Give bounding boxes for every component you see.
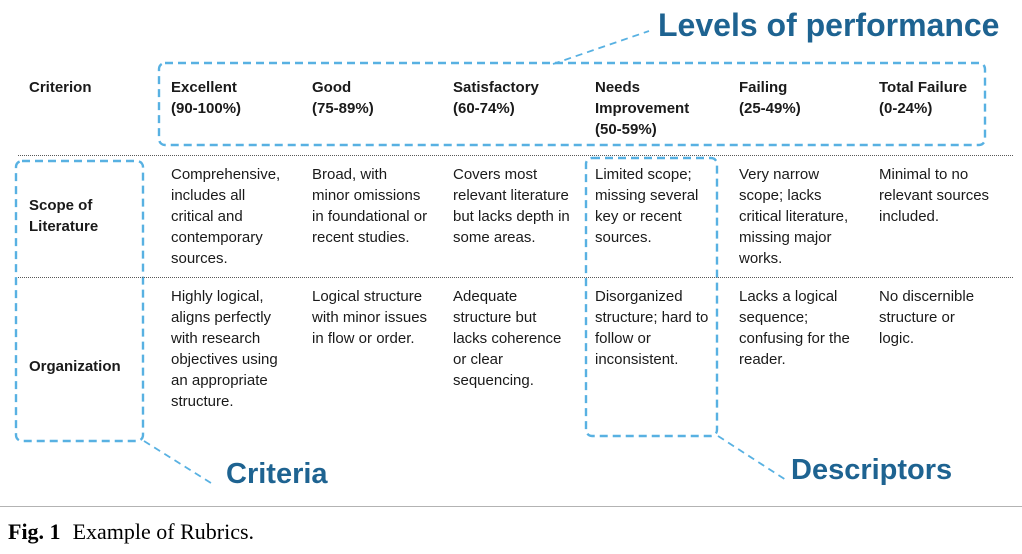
column-header-criterion: Criterion xyxy=(20,63,162,155)
descriptor-cell: Highly logical, aligns perfectly with re… xyxy=(171,288,278,410)
column-header-range: (90-100%) xyxy=(171,100,242,117)
column-header-label: Criterion xyxy=(29,79,92,96)
levels-connector-line xyxy=(552,30,650,65)
column-header-label: Total Failure xyxy=(879,79,968,96)
column-header-range: (0-24%) xyxy=(879,100,933,117)
column-header-good: Good (75-89%) xyxy=(303,63,444,155)
column-header-failing: Failing (25-49%) xyxy=(730,63,870,155)
column-header-label: Satisfactory xyxy=(453,79,539,96)
descriptor-cell: Comprehensive, includes all critical and… xyxy=(171,166,281,267)
column-header-total-failure: Total Failure (0-24%) xyxy=(870,63,1010,155)
descriptor-cell: Logical structure with minor issues in f… xyxy=(312,288,428,347)
column-header-excellent: Excellent (90-100%) xyxy=(162,63,303,155)
descriptors-label: Descriptors xyxy=(791,454,953,486)
descriptor-cell: Adequate structure but lacks coherence o… xyxy=(453,288,562,389)
descriptor-cell: Limited scope; missing several key or re… xyxy=(595,166,699,246)
column-header-satisfactory: Satisfactory (60-74%) xyxy=(444,63,586,155)
figure-caption-text: Example of Rubrics. xyxy=(72,519,255,544)
figure-caption: Fig. 1 Example of Rubrics. xyxy=(8,519,254,545)
column-header-label: Excellent xyxy=(171,79,237,96)
levels-of-performance-label: Levels of performance xyxy=(658,7,1000,43)
column-header-label: Good xyxy=(312,79,352,96)
descriptor-cell: Very narrow scope; lacks critical litera… xyxy=(739,166,849,267)
figure-number: Fig. 1 xyxy=(8,519,61,544)
caption-divider xyxy=(0,506,1022,507)
rubric-table: Criterion Excellent (90-100%) Good (75-8… xyxy=(20,63,1010,455)
descriptor-cell: Lacks a logical sequence; confusing for … xyxy=(739,288,850,368)
column-header-label: Needs Improvement xyxy=(595,79,690,117)
criterion-cell-scope-of-literature: Scope of Literature xyxy=(29,197,99,235)
header-row-divider xyxy=(18,155,1013,156)
column-header-range: (50-59%) xyxy=(595,121,657,138)
column-header-range: (25-49%) xyxy=(739,100,801,117)
column-header-needs-improvement: Needs Improvement (50-59%) xyxy=(586,63,730,155)
descriptor-cell: Broad, with minor omissions in foundatio… xyxy=(312,166,428,246)
row-divider xyxy=(18,277,1013,278)
column-header-range: (75-89%) xyxy=(312,100,374,117)
column-header-label: Failing xyxy=(739,79,788,96)
descriptor-cell: Disorganized structure; hard to follow o… xyxy=(595,288,709,368)
criteria-label: Criteria xyxy=(226,458,328,490)
descriptor-cell: No discernible structure or logic. xyxy=(879,288,975,347)
column-header-range: (60-74%) xyxy=(453,100,515,117)
criterion-cell-organization: Organization xyxy=(29,357,121,375)
descriptor-cell: Minimal to no relevant sources included. xyxy=(879,166,990,225)
descriptor-cell: Covers most relevant literature but lack… xyxy=(453,166,570,246)
